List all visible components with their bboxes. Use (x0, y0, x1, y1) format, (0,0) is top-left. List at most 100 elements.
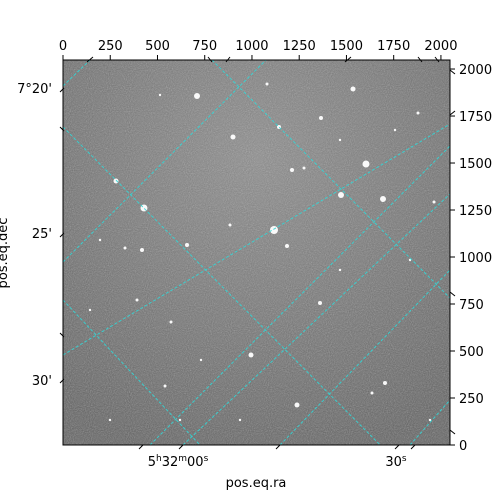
star (432, 200, 436, 204)
right-tick-label: 750 (459, 298, 484, 313)
ra-tick (275, 444, 281, 450)
top-tick-label: 2000 (424, 39, 457, 54)
top-tick-label: 1000 (235, 39, 268, 54)
star (294, 402, 300, 408)
dec-tick-label: 30' (32, 374, 52, 389)
star (228, 223, 232, 227)
top-tick-label: 0 (59, 39, 67, 54)
grid-edge-tick (449, 429, 456, 435)
coordinate-grid (63, 60, 450, 445)
top-tick-label: 1250 (283, 39, 316, 54)
top-tick-label: 500 (145, 39, 170, 54)
grid-line (63, 60, 91, 87)
star (238, 418, 242, 422)
star (319, 116, 323, 120)
right-tick-label: 1000 (459, 251, 492, 266)
grid-edge-tick (207, 56, 213, 63)
star (88, 308, 92, 312)
star (265, 82, 269, 86)
dec-tick-label: 7°20' (17, 82, 52, 97)
grid-edge-tick (449, 110, 456, 116)
grid-edge-tick (449, 291, 456, 297)
star (350, 86, 356, 92)
right-tick-label: 2000 (459, 63, 492, 78)
star (199, 358, 203, 362)
grid-line (279, 269, 450, 445)
dec-tick (59, 378, 65, 384)
grid-line (63, 126, 381, 445)
star (108, 418, 112, 422)
star (416, 111, 420, 115)
sky-image (63, 60, 450, 445)
grid-edge-tick (417, 56, 423, 63)
ra-tick (138, 444, 144, 450)
grid-line (63, 60, 267, 263)
axis-tick-labels: 0 250 500 750 1000 1250 1500 1750 2000 0 250 500 750… (17, 39, 492, 470)
star (158, 93, 162, 97)
y-axis-label: pos.eq.dec (0, 218, 11, 289)
x-axis-label: pos.eq.ra (226, 476, 287, 491)
grid-edge-tick (344, 56, 352, 63)
star (248, 352, 254, 358)
star (338, 192, 344, 198)
ra-tick (178, 444, 184, 450)
grid-line (149, 145, 450, 445)
grid-edge-tick (86, 56, 94, 63)
grid-edge-tick (225, 56, 231, 63)
dec-tick-label: 25' (32, 227, 52, 242)
star (178, 418, 182, 422)
right-tick-label: 1750 (459, 110, 492, 125)
ra-tick-label: 30s (385, 454, 407, 470)
star (185, 243, 189, 247)
right-tick-label: 500 (459, 345, 484, 360)
star (380, 196, 386, 202)
star (135, 298, 139, 302)
star (140, 248, 144, 252)
star (270, 226, 278, 234)
dec-tick (59, 232, 65, 238)
plot-frame (62, 59, 451, 446)
star (370, 391, 374, 395)
star (123, 246, 127, 250)
star (362, 160, 370, 168)
top-tick-label: 750 (192, 39, 217, 54)
right-tick-label: 1250 (459, 204, 492, 219)
right-tick-label: 250 (459, 392, 484, 407)
star (408, 258, 412, 262)
star (230, 134, 236, 140)
top-tick-label: 250 (98, 39, 123, 54)
grid-line (409, 399, 450, 445)
grid-line (182, 193, 450, 445)
star (318, 301, 322, 305)
axis-ticks (59, 55, 456, 450)
right-tick-label: 0 (459, 439, 467, 454)
right-tick-label: 1500 (459, 157, 492, 172)
grid-line (63, 299, 201, 445)
star (428, 418, 432, 422)
star (290, 168, 294, 172)
star (194, 93, 200, 99)
star (98, 238, 102, 242)
grid-edge-tick (434, 56, 440, 63)
dec-tick (59, 87, 65, 93)
star (302, 166, 306, 170)
star (383, 381, 387, 385)
top-tick-label: 1500 (330, 39, 363, 54)
ra-tick (394, 444, 400, 450)
dec-tick (59, 332, 65, 338)
star (113, 178, 119, 184)
grid-edge-tick (449, 69, 456, 75)
ra-tick (410, 444, 416, 450)
star (338, 268, 342, 272)
top-tick-label: 1750 (377, 39, 410, 54)
dec-tick (59, 126, 65, 132)
star (338, 138, 342, 142)
star (163, 384, 167, 388)
grid-line (63, 123, 450, 356)
star (285, 244, 289, 248)
grid-line (211, 60, 450, 299)
ra-tick-label: 5h32m00s (148, 454, 209, 470)
star (393, 128, 397, 132)
star (169, 320, 173, 324)
